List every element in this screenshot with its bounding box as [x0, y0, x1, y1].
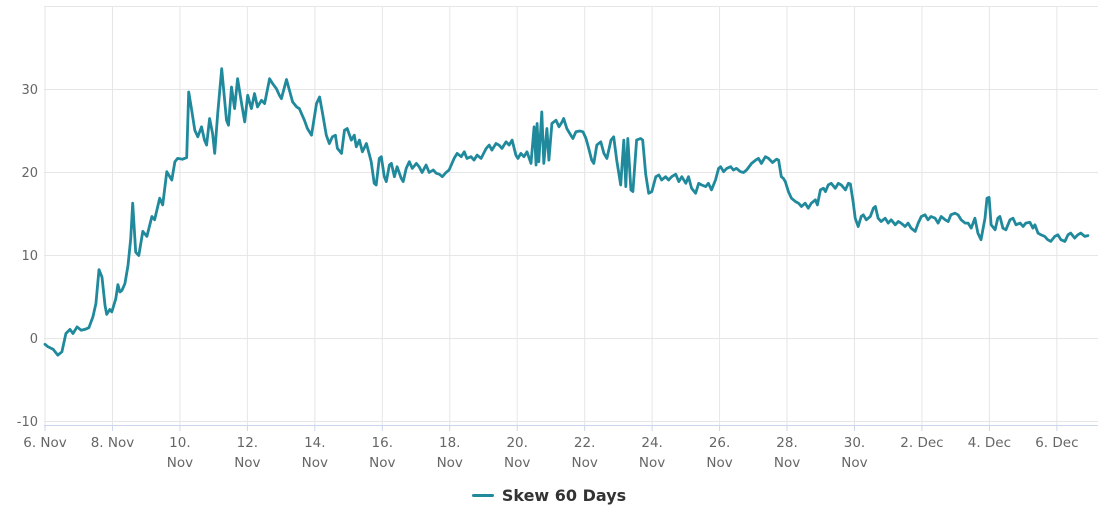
x-axis-label: Nov: [504, 455, 530, 471]
x-axis-label: 18.: [439, 435, 460, 451]
x-axis-label: 16.: [372, 435, 393, 451]
x-axis-label: Nov: [774, 455, 800, 471]
x-axis-label: Nov: [571, 455, 597, 471]
x-axis-label: 4. Dec: [968, 435, 1011, 451]
x-axis-label: Nov: [302, 455, 328, 471]
y-axis-label: 30: [21, 83, 38, 98]
x-axis-label: 6. Dec: [1035, 435, 1078, 451]
x-axis-label: 14.: [304, 435, 325, 451]
x-axis-label: 26.: [709, 435, 730, 451]
x-axis-label: 8. Nov: [91, 435, 135, 451]
y-axis-label: 20: [21, 166, 38, 181]
x-axis-label: 30.: [844, 435, 865, 451]
x-axis-label: Nov: [841, 455, 867, 471]
x-axis-label: 6. Nov: [23, 435, 67, 451]
x-axis-label: Nov: [437, 455, 463, 471]
y-axis-label: -10: [17, 415, 38, 430]
legend-item-label: Skew 60 Days: [501, 486, 627, 505]
x-axis-label: 12.: [237, 435, 258, 451]
legend: Skew 60 Days: [0, 486, 1098, 505]
y-axis-label: 0: [30, 332, 38, 347]
x-axis-label: 2. Dec: [900, 435, 943, 451]
x-axis-label: 10.: [169, 435, 190, 451]
x-axis-label: Nov: [639, 455, 665, 471]
y-axis-label: 10: [21, 249, 38, 264]
legend-item-skew-60-days[interactable]: Skew 60 Days: [471, 486, 627, 505]
x-axis-label: 22.: [574, 435, 595, 451]
x-axis-label: 24.: [641, 435, 662, 451]
x-axis-label: Nov: [167, 455, 193, 471]
x-axis-label: 28.: [776, 435, 797, 451]
plot-area: -10 0 10 20 30 6. Nov 8. Nov 10. Nov 12. Nov 14. Nov…: [17, 5, 1098, 471]
x-axis-label: Nov: [369, 455, 395, 471]
x-axis-label: Nov: [234, 455, 260, 471]
legend-line-marker-icon: [471, 494, 494, 497]
series-line-skew-60-days: [43, 67, 1090, 357]
x-axis-label: 20.: [506, 435, 527, 451]
x-axis-label: Nov: [706, 455, 732, 471]
